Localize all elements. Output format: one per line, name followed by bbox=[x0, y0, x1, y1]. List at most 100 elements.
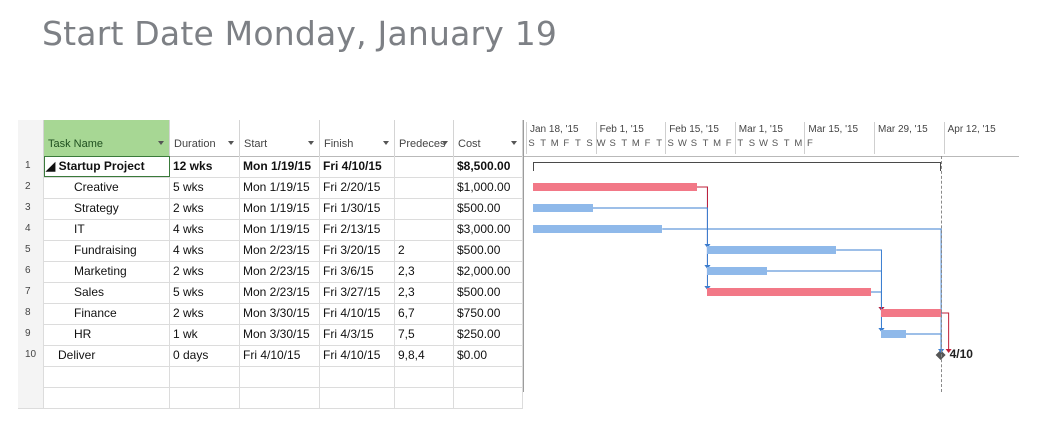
cost-cell[interactable]: $500.00 bbox=[454, 282, 523, 303]
task-name-cell[interactable]: ◢ Startup Project bbox=[44, 156, 170, 177]
cost-cell[interactable]: $3,000.00 bbox=[454, 219, 523, 240]
empty-row[interactable] bbox=[18, 366, 523, 388]
task-bar-strategy[interactable] bbox=[532, 204, 593, 212]
column-header-task-name[interactable]: Task Name bbox=[44, 120, 170, 156]
predecessors-cell[interactable]: 2,3 bbox=[395, 282, 454, 303]
table-row[interactable]: 10 Deliver 0 days Fri 4/10/15 Fri 4/10/15 9,8… bbox=[18, 345, 523, 367]
task-name-cell[interactable]: Sales bbox=[44, 282, 170, 303]
chevron-down-icon[interactable] bbox=[383, 141, 389, 145]
predecessors-cell[interactable] bbox=[395, 156, 454, 177]
cost-cell[interactable]: $500.00 bbox=[454, 198, 523, 219]
empty-row[interactable] bbox=[18, 387, 523, 409]
task-name-cell[interactable]: IT bbox=[44, 219, 170, 240]
finish-cell[interactable]: Fri 2/20/15 bbox=[320, 177, 395, 198]
empty-cell[interactable] bbox=[454, 366, 523, 387]
duration-cell[interactable]: 12 wks bbox=[170, 156, 240, 177]
finish-cell[interactable]: Fri 3/20/15 bbox=[320, 240, 395, 261]
finish-cell[interactable]: Fri 4/10/15 bbox=[320, 156, 395, 177]
task-name-cell[interactable]: Strategy bbox=[44, 198, 170, 219]
finish-cell[interactable]: Fri 4/3/15 bbox=[320, 324, 395, 345]
empty-cell[interactable] bbox=[170, 387, 240, 408]
empty-cell[interactable] bbox=[320, 387, 395, 408]
empty-cell[interactable] bbox=[454, 387, 523, 408]
start-cell[interactable]: Mon 1/19/15 bbox=[240, 219, 320, 240]
empty-cell[interactable] bbox=[170, 366, 240, 387]
start-cell[interactable]: Mon 3/30/15 bbox=[240, 303, 320, 324]
duration-cell[interactable]: 4 wks bbox=[170, 219, 240, 240]
finish-cell[interactable]: Fri 4/10/15 bbox=[320, 303, 395, 324]
task-bar-finance[interactable] bbox=[880, 309, 941, 317]
start-cell[interactable]: Mon 1/19/15 bbox=[240, 198, 320, 219]
task-bar-fundraising[interactable] bbox=[706, 246, 837, 254]
table-row[interactable]: 5 Fundraising 4 wks Mon 2/23/15 Fri 3/20/15 2… bbox=[18, 240, 523, 262]
start-cell[interactable]: Mon 1/19/15 bbox=[240, 177, 320, 198]
task-name-cell[interactable]: Marketing bbox=[44, 261, 170, 282]
column-header-finish[interactable]: Finish bbox=[320, 120, 395, 156]
summary-bar[interactable] bbox=[532, 162, 941, 171]
duration-cell[interactable]: 5 wks bbox=[170, 177, 240, 198]
task-name-cell[interactable]: Deliver bbox=[44, 345, 170, 366]
predecessors-cell[interactable]: 2,3 bbox=[395, 261, 454, 282]
empty-cell[interactable] bbox=[44, 366, 170, 387]
row-number[interactable]: 9 bbox=[18, 324, 44, 345]
gantt-bars-area[interactable]: 4/10 bbox=[524, 156, 1019, 392]
table-row[interactable]: 7 Sales 5 wks Mon 2/23/15 Fri 3/27/15 2,3 $500… bbox=[18, 282, 523, 304]
duration-cell[interactable]: 4 wks bbox=[170, 240, 240, 261]
cost-cell[interactable]: $250.00 bbox=[454, 324, 523, 345]
empty-cell[interactable] bbox=[320, 366, 395, 387]
select-all-corner[interactable] bbox=[18, 120, 44, 156]
chevron-down-icon[interactable] bbox=[442, 141, 448, 145]
empty-cell[interactable] bbox=[395, 387, 454, 408]
finish-cell[interactable]: Fri 3/27/15 bbox=[320, 282, 395, 303]
cost-cell[interactable]: $1,000.00 bbox=[454, 177, 523, 198]
row-number[interactable]: 4 bbox=[18, 219, 44, 240]
row-number[interactable]: 8 bbox=[18, 303, 44, 324]
row-number[interactable]: 1 bbox=[18, 156, 44, 177]
column-header-start[interactable]: Start bbox=[240, 120, 320, 156]
duration-cell[interactable]: 2 wks bbox=[170, 198, 240, 219]
table-row[interactable]: 4 IT 4 wks Mon 1/19/15 Fri 2/13/15 $3,000.00 bbox=[18, 219, 523, 241]
start-cell[interactable]: Mon 1/19/15 bbox=[240, 156, 320, 177]
cost-cell[interactable]: $8,500.00 bbox=[454, 156, 523, 177]
chevron-down-icon[interactable] bbox=[308, 141, 314, 145]
task-bar-sales[interactable] bbox=[706, 288, 872, 296]
duration-cell[interactable]: 2 wks bbox=[170, 303, 240, 324]
table-row[interactable]: 3 Strategy 2 wks Mon 1/19/15 Fri 1/30/15 $500… bbox=[18, 198, 523, 220]
task-name-cell[interactable]: Fundraising bbox=[44, 240, 170, 261]
gantt-chart[interactable]: Jan 18, '15 Feb 1, '15 Feb 15, '15 Mar 1, '… bbox=[523, 120, 1019, 392]
chevron-down-icon[interactable] bbox=[158, 141, 164, 145]
row-number[interactable]: 10 bbox=[18, 345, 44, 366]
empty-cell[interactable] bbox=[395, 366, 454, 387]
empty-cell[interactable] bbox=[18, 387, 44, 408]
empty-cell[interactable] bbox=[240, 387, 320, 408]
cost-cell[interactable]: $500.00 bbox=[454, 240, 523, 261]
finish-cell[interactable]: Fri 4/10/15 bbox=[320, 345, 395, 366]
predecessors-cell[interactable]: 9,8,4 bbox=[395, 345, 454, 366]
duration-cell[interactable]: 0 days bbox=[170, 345, 240, 366]
task-name-cell[interactable]: HR bbox=[44, 324, 170, 345]
row-number[interactable]: 7 bbox=[18, 282, 44, 303]
duration-cell[interactable]: 1 wk bbox=[170, 324, 240, 345]
chevron-down-icon[interactable] bbox=[511, 141, 517, 145]
start-cell[interactable]: Mon 2/23/15 bbox=[240, 282, 320, 303]
empty-cell[interactable] bbox=[44, 387, 170, 408]
finish-cell[interactable]: Fri 1/30/15 bbox=[320, 198, 395, 219]
task-bar-creative[interactable] bbox=[532, 183, 698, 191]
finish-cell[interactable]: Fri 2/13/15 bbox=[320, 219, 395, 240]
table-row[interactable]: 2 Creative 5 wks Mon 1/19/15 Fri 2/20/15 $1,0… bbox=[18, 177, 523, 199]
predecessors-cell[interactable] bbox=[395, 219, 454, 240]
start-cell[interactable]: Mon 2/23/15 bbox=[240, 261, 320, 282]
task-name-cell[interactable]: Finance bbox=[44, 303, 170, 324]
task-name-cell[interactable]: Creative bbox=[44, 177, 170, 198]
table-row[interactable]: 8 Finance 2 wks Mon 3/30/15 Fri 4/10/15 6,7 $7… bbox=[18, 303, 523, 325]
task-bar-it[interactable] bbox=[532, 225, 663, 233]
column-header-predecessors[interactable]: Predeces bbox=[395, 120, 454, 156]
empty-cell[interactable] bbox=[18, 366, 44, 387]
table-row[interactable]: 6 Marketing 2 wks Mon 2/23/15 Fri 3/6/15 2,3 $… bbox=[18, 261, 523, 283]
cost-cell[interactable]: $0.00 bbox=[454, 345, 523, 366]
duration-cell[interactable]: 2 wks bbox=[170, 261, 240, 282]
start-cell[interactable]: Mon 2/23/15 bbox=[240, 240, 320, 261]
column-header-duration[interactable]: Duration bbox=[170, 120, 240, 156]
finish-cell[interactable]: Fri 3/6/15 bbox=[320, 261, 395, 282]
start-cell[interactable]: Fri 4/10/15 bbox=[240, 345, 320, 366]
